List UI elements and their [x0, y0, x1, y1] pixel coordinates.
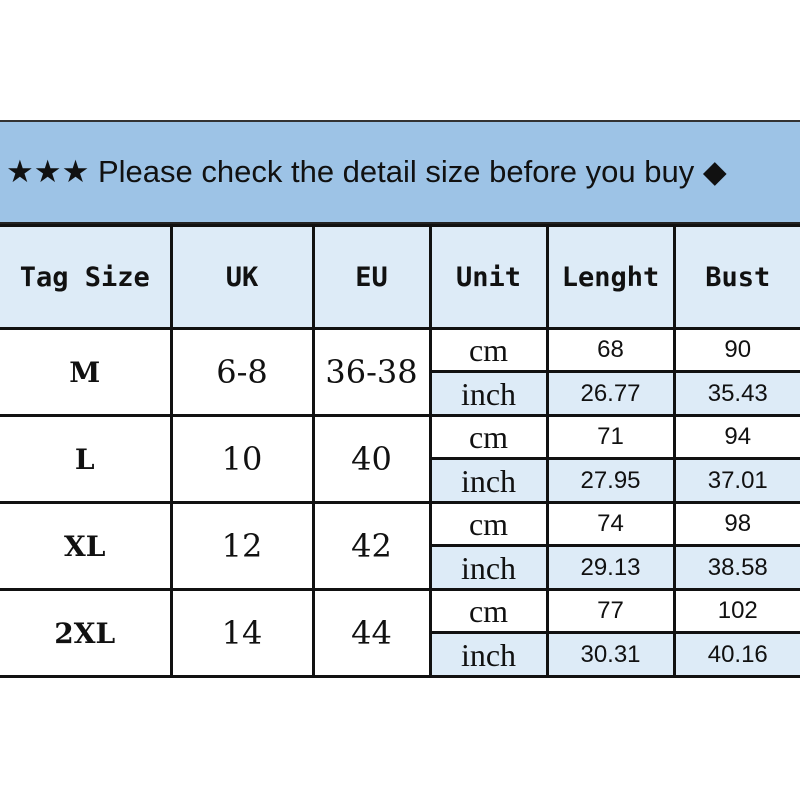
length-cm-cell: 77 — [545, 588, 676, 634]
bust-inch-cell: 35.43 — [672, 370, 800, 417]
length-inch-cell: 30.31 — [545, 631, 676, 678]
unit-inch-cell: inch — [430, 457, 549, 504]
tag-size-cell: 2XL — [0, 588, 173, 678]
bust-cm-cell: 90 — [672, 327, 800, 373]
length-inch-cell: 26.77 — [545, 370, 676, 417]
header-unit: Unit — [428, 224, 549, 330]
bust-inch-cell: 40.16 — [672, 631, 800, 678]
header-tag-size: Tag Size — [0, 224, 173, 330]
table-row-inch: inch 26.77 35.43 — [0, 370, 800, 417]
table-row-cm: 2XL 14 44 cm 77 102 — [0, 588, 800, 678]
length-cm-cell: 71 — [545, 414, 676, 460]
bust-inch-cell: 38.58 — [672, 544, 800, 591]
header-bust: Bust — [672, 224, 800, 330]
header-row: Tag Size UK EU Unit Lenght Bust — [0, 224, 800, 330]
uk-size-cell: 10 — [169, 414, 315, 504]
unit-inch-cell: inch — [430, 631, 549, 678]
table-row-inch: inch 29.13 38.58 — [0, 544, 800, 591]
uk-size-cell: 14 — [169, 588, 315, 678]
bust-cm-cell: 98 — [672, 501, 800, 547]
length-inch-cell: 27.95 — [545, 457, 676, 504]
table-row-cm: XL 12 42 cm 74 98 — [0, 501, 800, 591]
header-uk: UK — [169, 224, 315, 330]
uk-size-cell: 6-8 — [169, 327, 315, 417]
eu-size-cell: 40 — [311, 414, 432, 504]
eu-size-cell: 44 — [311, 588, 432, 678]
bust-inch-cell: 37.01 — [672, 457, 800, 504]
header-eu: EU — [311, 224, 432, 330]
table-row-cm: M 6-8 36-38 cm 68 90 — [0, 327, 800, 417]
table-row-cm: L 10 40 cm 71 94 — [0, 414, 800, 504]
size-notice-banner: ★★★ Please check the detail size before … — [0, 120, 800, 224]
tag-size-cell: L — [0, 414, 173, 504]
unit-cm-cell: cm — [428, 327, 549, 373]
tag-size-cell: M — [0, 327, 173, 417]
table-row-inch: inch 30.31 40.16 — [0, 631, 800, 678]
eu-size-cell: 42 — [311, 501, 432, 591]
size-table: Tag Size UK EU Unit Lenght Bust M 6-8 36… — [0, 224, 800, 678]
tag-size-cell: XL — [0, 501, 173, 591]
eu-size-cell: 36-38 — [311, 327, 432, 417]
bust-cm-cell: 94 — [672, 414, 800, 460]
header-length: Lenght — [545, 224, 676, 330]
length-cm-cell: 74 — [545, 501, 676, 547]
table-row-inch: inch 27.95 37.01 — [0, 457, 800, 504]
bust-cm-cell: 102 — [672, 588, 800, 634]
unit-cm-cell: cm — [428, 588, 549, 634]
length-cm-cell: 68 — [545, 327, 676, 373]
length-inch-cell: 29.13 — [545, 544, 676, 591]
unit-inch-cell: inch — [430, 544, 549, 591]
uk-size-cell: 12 — [169, 501, 315, 591]
size-chart: ★★★ Please check the detail size before … — [0, 120, 800, 678]
unit-cm-cell: cm — [428, 501, 549, 547]
unit-cm-cell: cm — [428, 414, 549, 460]
unit-inch-cell: inch — [430, 370, 549, 417]
